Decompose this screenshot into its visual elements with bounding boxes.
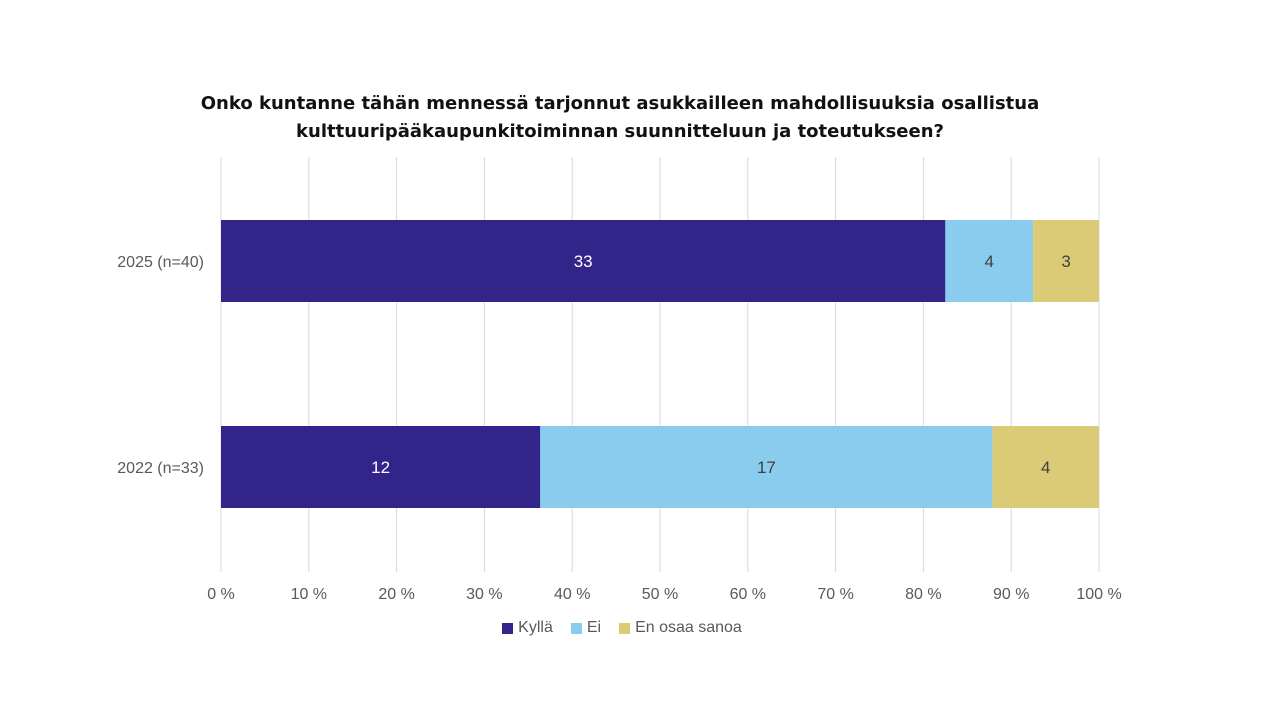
chart-title-line-1: Onko kuntanne tähän mennessä tarjonnut a… — [200, 93, 1040, 114]
x-tick-label: 10 % — [291, 586, 327, 603]
x-tick-label: 40 % — [554, 586, 590, 603]
chart-title-line-2: kulttuuripääkaupunkitoiminnan suunnittel… — [296, 121, 944, 142]
data-labels: 33 4 3 12 17 4 — [371, 252, 1071, 477]
gridlines — [220, 157, 1100, 572]
bar-segment — [221, 220, 946, 302]
legend-item: En osaa sanoa — [619, 619, 742, 637]
category-label: 2022 (n=33) — [117, 460, 204, 477]
x-tick-label: 20 % — [378, 586, 414, 603]
data-label: 4 — [985, 252, 994, 271]
legend-swatch — [502, 622, 514, 634]
x-tick-label: 80 % — [905, 586, 941, 603]
bars — [221, 220, 1099, 508]
x-tick-label: 70 % — [817, 586, 853, 603]
bar-segment — [945, 220, 1034, 302]
bar-segment — [1033, 220, 1099, 302]
axis-labels: 0 % 10 % 20 % 30 % 40 % 50 % 60 % 70 % 80 % 90 % 1… — [117, 254, 1121, 603]
x-tick-label: 60 % — [730, 586, 766, 603]
legend: Kyllä Ei En osaa sanoa — [0, 619, 1244, 637]
x-tick-label: 90 % — [993, 586, 1029, 603]
legend-label: Ei — [586, 619, 602, 636]
legend-label: Kyllä — [518, 619, 553, 636]
data-label: 4 — [1041, 458, 1050, 477]
chart-title: Onko kuntanne tähän mennessä tarjonnut a… — [0, 90, 1240, 146]
x-tick-label: 100 % — [1076, 586, 1121, 603]
x-tick-label: 30 % — [466, 586, 502, 603]
data-label: 3 — [1061, 252, 1070, 271]
data-label: 12 — [371, 458, 390, 477]
legend-swatch — [570, 622, 582, 634]
x-tick-label: 50 % — [642, 586, 678, 603]
x-tick-label: 0 % — [207, 586, 235, 603]
data-label: 17 — [757, 458, 776, 477]
legend-item: Ei — [570, 619, 602, 637]
bar-segment — [221, 426, 541, 508]
bar-segment — [992, 426, 1099, 508]
data-label: 33 — [574, 252, 593, 271]
legend-item: Kyllä — [502, 619, 553, 637]
legend-swatch — [619, 622, 631, 634]
category-label: 2025 (n=40) — [117, 254, 204, 271]
legend-label: En osaa sanoa — [635, 619, 742, 636]
bar-segment — [540, 426, 993, 508]
